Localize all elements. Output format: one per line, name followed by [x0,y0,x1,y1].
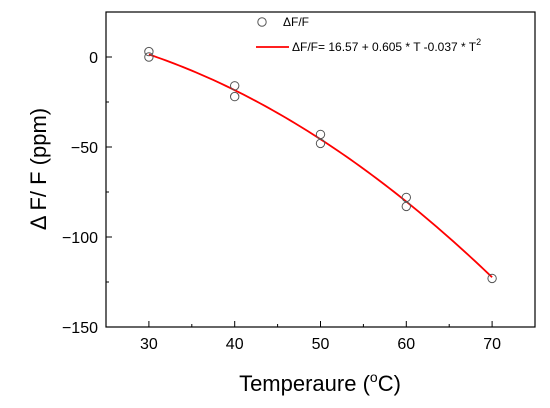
x-tick-label: 30 [140,336,158,353]
x-axis-title-end: C) [378,371,401,396]
data-point [230,91,240,102]
y-axis-title: Δ F/ F (ppm) [26,108,51,230]
data-points [144,46,497,284]
x-tick-label: 60 [397,336,415,353]
legend-marker-data [257,17,267,27]
x-tick-label: 50 [312,336,330,353]
data-point [315,138,326,149]
legend-label-fit-sup: 2 [476,37,481,47]
x-axis-title-main: Temperaure ( [239,371,371,396]
x-tick-label: 70 [483,336,501,353]
y-tick-label: 0 [89,50,98,67]
legend-label-fit: ΔF/F= 16.57 + 0.605 * T -0.037 * T2 [292,37,481,54]
y-tick-label: −150 [62,320,98,337]
legend-label-fit-main: ΔF/F= 16.57 + 0.605 * T -0.037 * T [292,40,477,54]
legend-label-data: ΔF/F [283,15,309,29]
data-point [144,46,154,57]
data-point [315,129,326,140]
y-axis: 0 −50 −100 −150 [62,50,112,337]
plot-frame [105,11,536,328]
x-axis-title-sup: o [370,369,378,385]
x-axis-title: Temperaure (oC) [239,369,401,396]
data-point [401,192,411,203]
y-tick-label: −50 [71,140,98,157]
data-point [487,273,497,284]
x-axis: 30 40 50 60 70 [140,321,501,353]
data-point [401,201,411,212]
legend: ΔF/F ΔF/F= 16.57 + 0.605 * T -0.037 * T2 [256,15,481,54]
data-point [230,81,240,91]
y-tick-label: −100 [62,230,98,247]
x-tick-label: 40 [226,336,244,353]
data-point [144,52,154,62]
